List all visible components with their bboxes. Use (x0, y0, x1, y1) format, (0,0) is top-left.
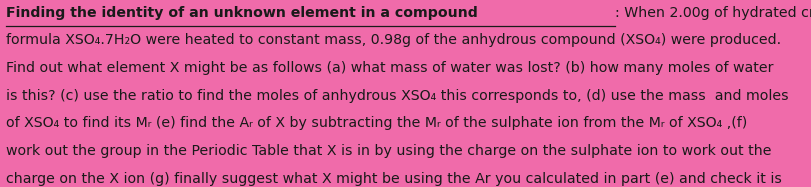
Text: of XSO₄ to find its Mᵣ (e) find the Aᵣ of X by subtracting the Mᵣ of the sulphat: of XSO₄ to find its Mᵣ (e) find the Aᵣ o… (6, 116, 747, 130)
Text: charge on the X ion (g) finally suggest what X might be using the Ar you calcula: charge on the X ion (g) finally suggest … (6, 172, 782, 186)
Text: Find out what element X might be as follows (a) what mass of water was lost? (b): Find out what element X might be as foll… (6, 61, 773, 75)
Text: is this? (c) use the ratio to find the moles of anhydrous XSO₄ this corresponds : is this? (c) use the ratio to find the m… (6, 89, 788, 103)
Text: : When 2.00g of hydrated crystals of a salt of: : When 2.00g of hydrated crystals of a s… (615, 6, 811, 20)
Text: Finding the identity of an unknown element in a compound: Finding the identity of an unknown eleme… (6, 6, 478, 20)
Text: work out the group in the Periodic Table that X is in by using the charge on the: work out the group in the Periodic Table… (6, 144, 771, 158)
Text: formula XSO₄.7H₂O were heated to constant mass, 0.98g of the anhydrous compound : formula XSO₄.7H₂O were heated to constan… (6, 33, 781, 47)
